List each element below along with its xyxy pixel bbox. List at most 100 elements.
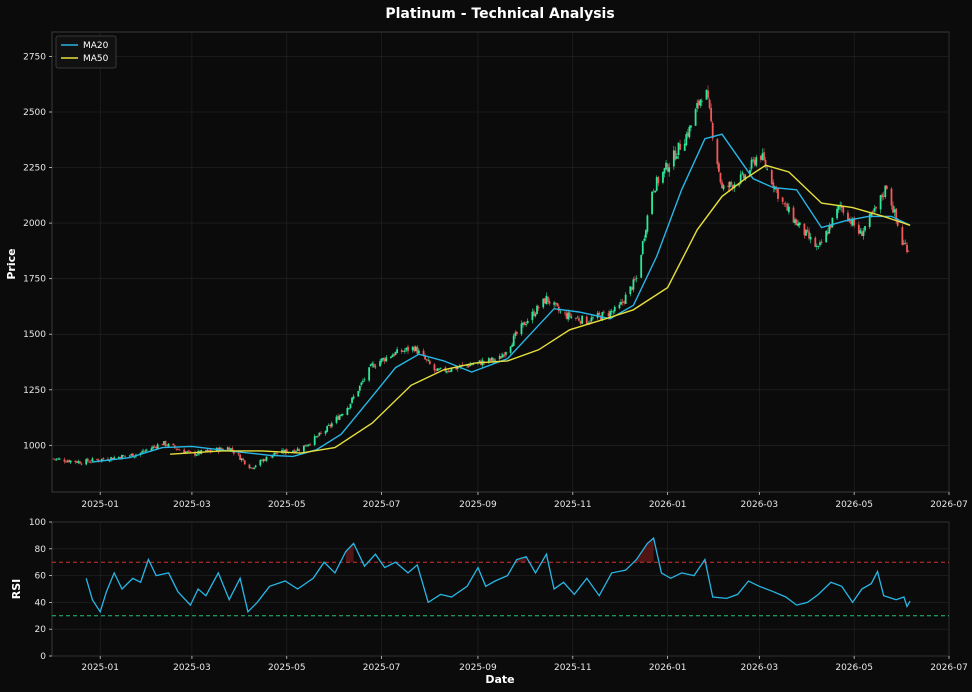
- candle-up: [121, 454, 123, 460]
- candle-up: [662, 171, 664, 183]
- candle-down: [293, 450, 296, 453]
- candle-down: [882, 195, 885, 197]
- candle-down: [320, 433, 322, 434]
- candle-down: [784, 203, 787, 205]
- candle-down: [316, 435, 319, 437]
- candle-down: [803, 223, 806, 236]
- candle-down: [565, 313, 568, 319]
- candle-up: [254, 465, 257, 468]
- price-tick-label-x: 2026-05: [835, 500, 873, 510]
- candle-down: [455, 366, 458, 370]
- candle-up: [346, 408, 349, 415]
- candle-down: [840, 206, 843, 208]
- candle-down: [711, 122, 714, 139]
- candle-down: [763, 152, 765, 161]
- candle-down: [759, 155, 762, 160]
- candle-down: [783, 203, 786, 204]
- candle-down: [86, 458, 89, 462]
- candle-down: [309, 444, 311, 446]
- candle-up: [85, 459, 88, 465]
- candle-down: [585, 316, 588, 325]
- candle-up: [340, 414, 343, 416]
- price-tick-label-y: 1000: [23, 441, 46, 451]
- candle-down: [65, 461, 67, 463]
- candle-up: [525, 324, 528, 325]
- candle-up: [837, 205, 840, 210]
- candle-up: [186, 451, 189, 453]
- candle-up: [357, 391, 360, 397]
- candle-up: [456, 367, 459, 369]
- candle-down: [416, 346, 419, 354]
- candle-up: [414, 346, 417, 352]
- candle-up: [295, 450, 297, 452]
- candle-up: [55, 458, 58, 460]
- candle-up: [868, 214, 871, 228]
- candle-up: [534, 313, 537, 316]
- candle-up: [700, 100, 703, 102]
- rsi-tick-label-x: 2026-01: [649, 663, 687, 673]
- candle-up: [315, 436, 318, 438]
- candle-up: [677, 142, 680, 156]
- candle-down: [189, 451, 192, 453]
- candle-up: [306, 445, 308, 447]
- price-tick-label-x: 2025-05: [268, 500, 306, 510]
- candle-up: [741, 172, 744, 174]
- candle-up: [511, 344, 514, 347]
- candle-down: [243, 460, 246, 465]
- candle-down: [814, 237, 817, 248]
- candle-up: [722, 185, 725, 190]
- price-tick-label-y: 2750: [23, 52, 46, 62]
- candle-down: [895, 208, 898, 220]
- candle-up: [690, 125, 692, 128]
- candle-up: [817, 246, 820, 247]
- candle-up: [787, 206, 790, 213]
- candle-up: [156, 444, 159, 449]
- candle-down: [630, 287, 633, 290]
- candle-up: [491, 357, 493, 361]
- candle-down: [304, 444, 307, 447]
- candle-down: [697, 101, 700, 106]
- candle-down: [264, 459, 266, 461]
- candle-down: [533, 311, 535, 317]
- candle-down: [820, 241, 823, 244]
- candle-down: [166, 445, 168, 447]
- candle-up: [341, 414, 344, 416]
- candle-up: [466, 365, 468, 366]
- candle-down: [554, 302, 557, 304]
- candle-up: [651, 191, 653, 215]
- candle-down: [515, 331, 518, 334]
- candle-down: [102, 458, 105, 460]
- candle-down: [372, 363, 375, 368]
- candle-up: [635, 278, 638, 279]
- candle-down: [276, 453, 279, 455]
- price-tick-label-x: 2025-11: [554, 500, 592, 510]
- candle-up: [195, 454, 198, 456]
- candle-down: [97, 459, 100, 462]
- rsi-tick-label-x: 2025-01: [81, 663, 119, 673]
- candle-down: [652, 190, 655, 192]
- candle-up: [694, 109, 697, 126]
- candle-down: [753, 159, 756, 165]
- candle-up: [363, 379, 366, 381]
- candle-up: [624, 294, 627, 304]
- price-tick-label-x: 2026-07: [930, 500, 968, 510]
- candle-up: [58, 458, 61, 460]
- candle-up: [581, 315, 584, 324]
- candle-down: [598, 312, 601, 315]
- rsi-panel: 0 20 40 60 80 100 2025-01 2025-03 2025-05 2025-07…: [29, 518, 968, 673]
- rsi-overbought-fill: [345, 543, 354, 563]
- candle-up: [335, 416, 338, 423]
- candle-up: [130, 454, 133, 456]
- candle-down: [861, 231, 863, 237]
- candle-up: [526, 320, 529, 324]
- candle-up: [819, 242, 821, 245]
- candle-up: [644, 230, 647, 238]
- candle-up: [206, 449, 209, 452]
- candle-down: [537, 307, 540, 309]
- candle-down: [892, 205, 894, 213]
- candle-down: [792, 207, 795, 223]
- candle-down: [111, 457, 114, 460]
- rsi-tick-label-x: 2025-03: [173, 663, 211, 673]
- candle-down: [548, 301, 551, 304]
